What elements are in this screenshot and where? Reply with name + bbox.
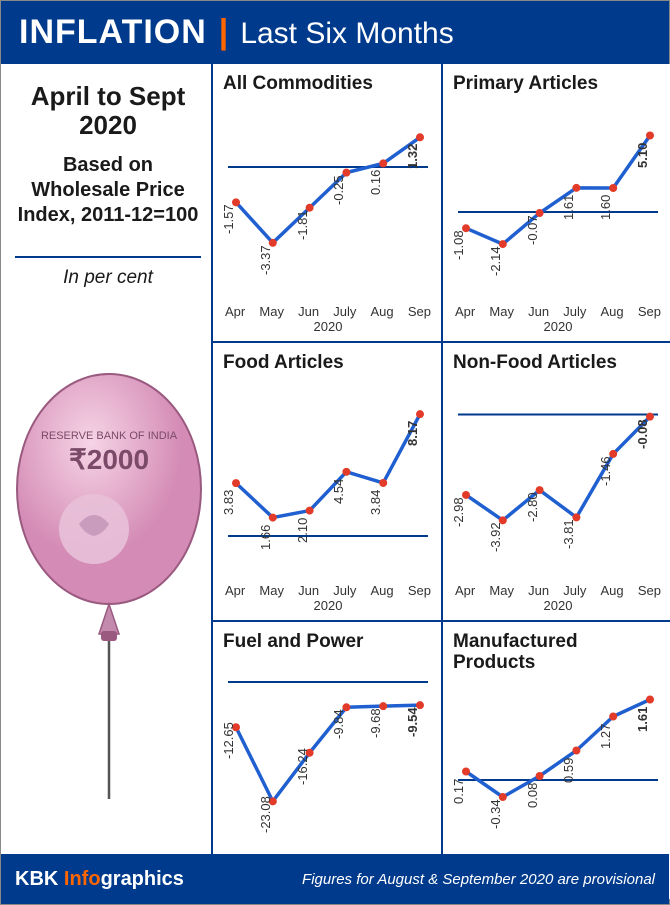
value-label: -9.54 <box>406 708 419 738</box>
chart-title: Non-Food Articles <box>453 353 663 395</box>
svg-text:₹2000: ₹2000 <box>69 444 149 475</box>
value-label: -2.98 <box>452 497 465 527</box>
title-inflation: INFLATION <box>19 13 207 52</box>
chart-title: Primary Articles <box>453 74 663 116</box>
chart-plot: 0.17-0.340.080.591.271.61AprMayJunJulyAu… <box>453 680 663 855</box>
value-label: -3.81 <box>562 520 575 550</box>
chart-plot: -1.08-2.14-0.071.611.605.10AprMayJunJuly… <box>453 122 663 297</box>
value-label: 0.59 <box>562 757 575 782</box>
chart-title: Manufactured Products <box>453 632 663 674</box>
value-label: 1.61 <box>562 195 575 220</box>
value-label: -1.57 <box>222 205 235 235</box>
basis-text: Based on Wholesale Price Index, 2011-12=… <box>15 153 201 228</box>
chart-title: Fuel and Power <box>223 632 433 674</box>
chart-cell-2: Food Articles 3.83 1.66 2.10 4.54 3.84 8.17 Apr… <box>211 341 441 620</box>
brand-text: KBK Infographics <box>15 869 184 889</box>
value-label: -2.80 <box>526 492 539 522</box>
value-label: 3.83 <box>222 490 235 515</box>
chart-title: All Commodities <box>223 74 433 116</box>
value-label: -1.46 <box>599 456 612 486</box>
value-label: 2.10 <box>296 517 309 542</box>
value-label: 0.17 <box>452 778 465 803</box>
value-label: -0.34 <box>489 799 502 829</box>
svg-text:RESERVE BANK OF INDIA: RESERVE BANK OF INDIA <box>41 430 178 442</box>
chart-title: Food Articles <box>223 353 433 395</box>
value-label: 5.10 <box>636 142 649 167</box>
value-label: 4.54 <box>332 479 345 504</box>
value-label: -9.84 <box>332 710 345 740</box>
value-label: -2.14 <box>489 246 502 276</box>
x-axis: AprMayJunJulyAugSep2020 <box>223 305 433 333</box>
value-label: -12.65 <box>222 722 235 759</box>
infographic-container: { "header":{"title":"INFLATION","subtitl… <box>0 0 670 905</box>
value-label: -1.81 <box>296 210 309 240</box>
chart-plot: 3.831.662.104.543.848.17AprMayJunJulyAug… <box>223 401 433 576</box>
value-label: -0.07 <box>526 215 539 245</box>
chart-plot: -12.65-23.08-16.24-9.84-9.68-9.54AprMayJ… <box>223 680 433 855</box>
footer-note: Figures for August & September 2020 are … <box>302 872 655 887</box>
body-area: April to Sept 2020 Based on Wholesale Pr… <box>1 64 669 854</box>
value-label: -9.68 <box>369 709 382 739</box>
chart-plot: -1.57-3.37-1.81-0.250.161.32AprMayJunJul… <box>223 122 433 297</box>
chart-cell-0: All Commodities -1.57 -3.37 -1.81 -0.25 0.16 1… <box>211 64 441 341</box>
value-label: -23.08 <box>259 796 272 833</box>
header-bar: INFLATION | Last Six Months <box>1 1 669 64</box>
chart-cell-1: Primary Articles -1.08 -2.14 -0.07 1.61 1.60 5… <box>441 64 670 341</box>
title-subtitle: Last Six Months <box>240 17 453 51</box>
value-label: 1.61 <box>636 706 649 731</box>
value-label: -0.25 <box>332 175 345 205</box>
unit-text: In per cent <box>15 256 201 287</box>
value-label: 3.84 <box>369 490 382 515</box>
value-label: 1.32 <box>406 144 419 169</box>
value-label: -3.92 <box>489 523 502 553</box>
value-label: 1.27 <box>599 723 612 748</box>
value-label: 1.66 <box>259 524 272 549</box>
value-label: 1.60 <box>599 195 612 220</box>
value-label: -0.08 <box>636 419 649 449</box>
period-text: April to Sept 2020 <box>15 82 201 139</box>
footer-bar: KBK Infographics Figures for August & Se… <box>1 854 669 904</box>
value-label: 8.17 <box>406 421 419 446</box>
value-label: 0.08 <box>526 783 539 808</box>
x-axis: AprMayJunJulyAugSep2020 <box>453 584 663 612</box>
value-label: 0.16 <box>369 170 382 195</box>
value-label: -16.24 <box>296 748 309 785</box>
chart-plot: -2.98-3.92-2.80-3.81-1.46-0.08AprMayJunJ… <box>453 401 663 576</box>
x-axis: AprMayJunJulyAugSep2020 <box>453 305 663 333</box>
x-axis: AprMayJunJulyAugSep2020 <box>223 584 433 612</box>
value-label: -1.08 <box>452 231 465 261</box>
left-panel: April to Sept 2020 Based on Wholesale Pr… <box>1 64 211 854</box>
value-label: -3.37 <box>259 245 272 275</box>
title-separator: | <box>219 13 229 52</box>
charts-grid: All Commodities -1.57 -3.37 -1.81 -0.25 0.16 1… <box>211 64 670 854</box>
balloon-icon: RESERVE BANK OF INDIA ₹2000 <box>9 369 209 809</box>
chart-cell-3: Non-Food Articles -2.98 -3.92 -2.80 -3.81 -1.… <box>441 341 670 620</box>
